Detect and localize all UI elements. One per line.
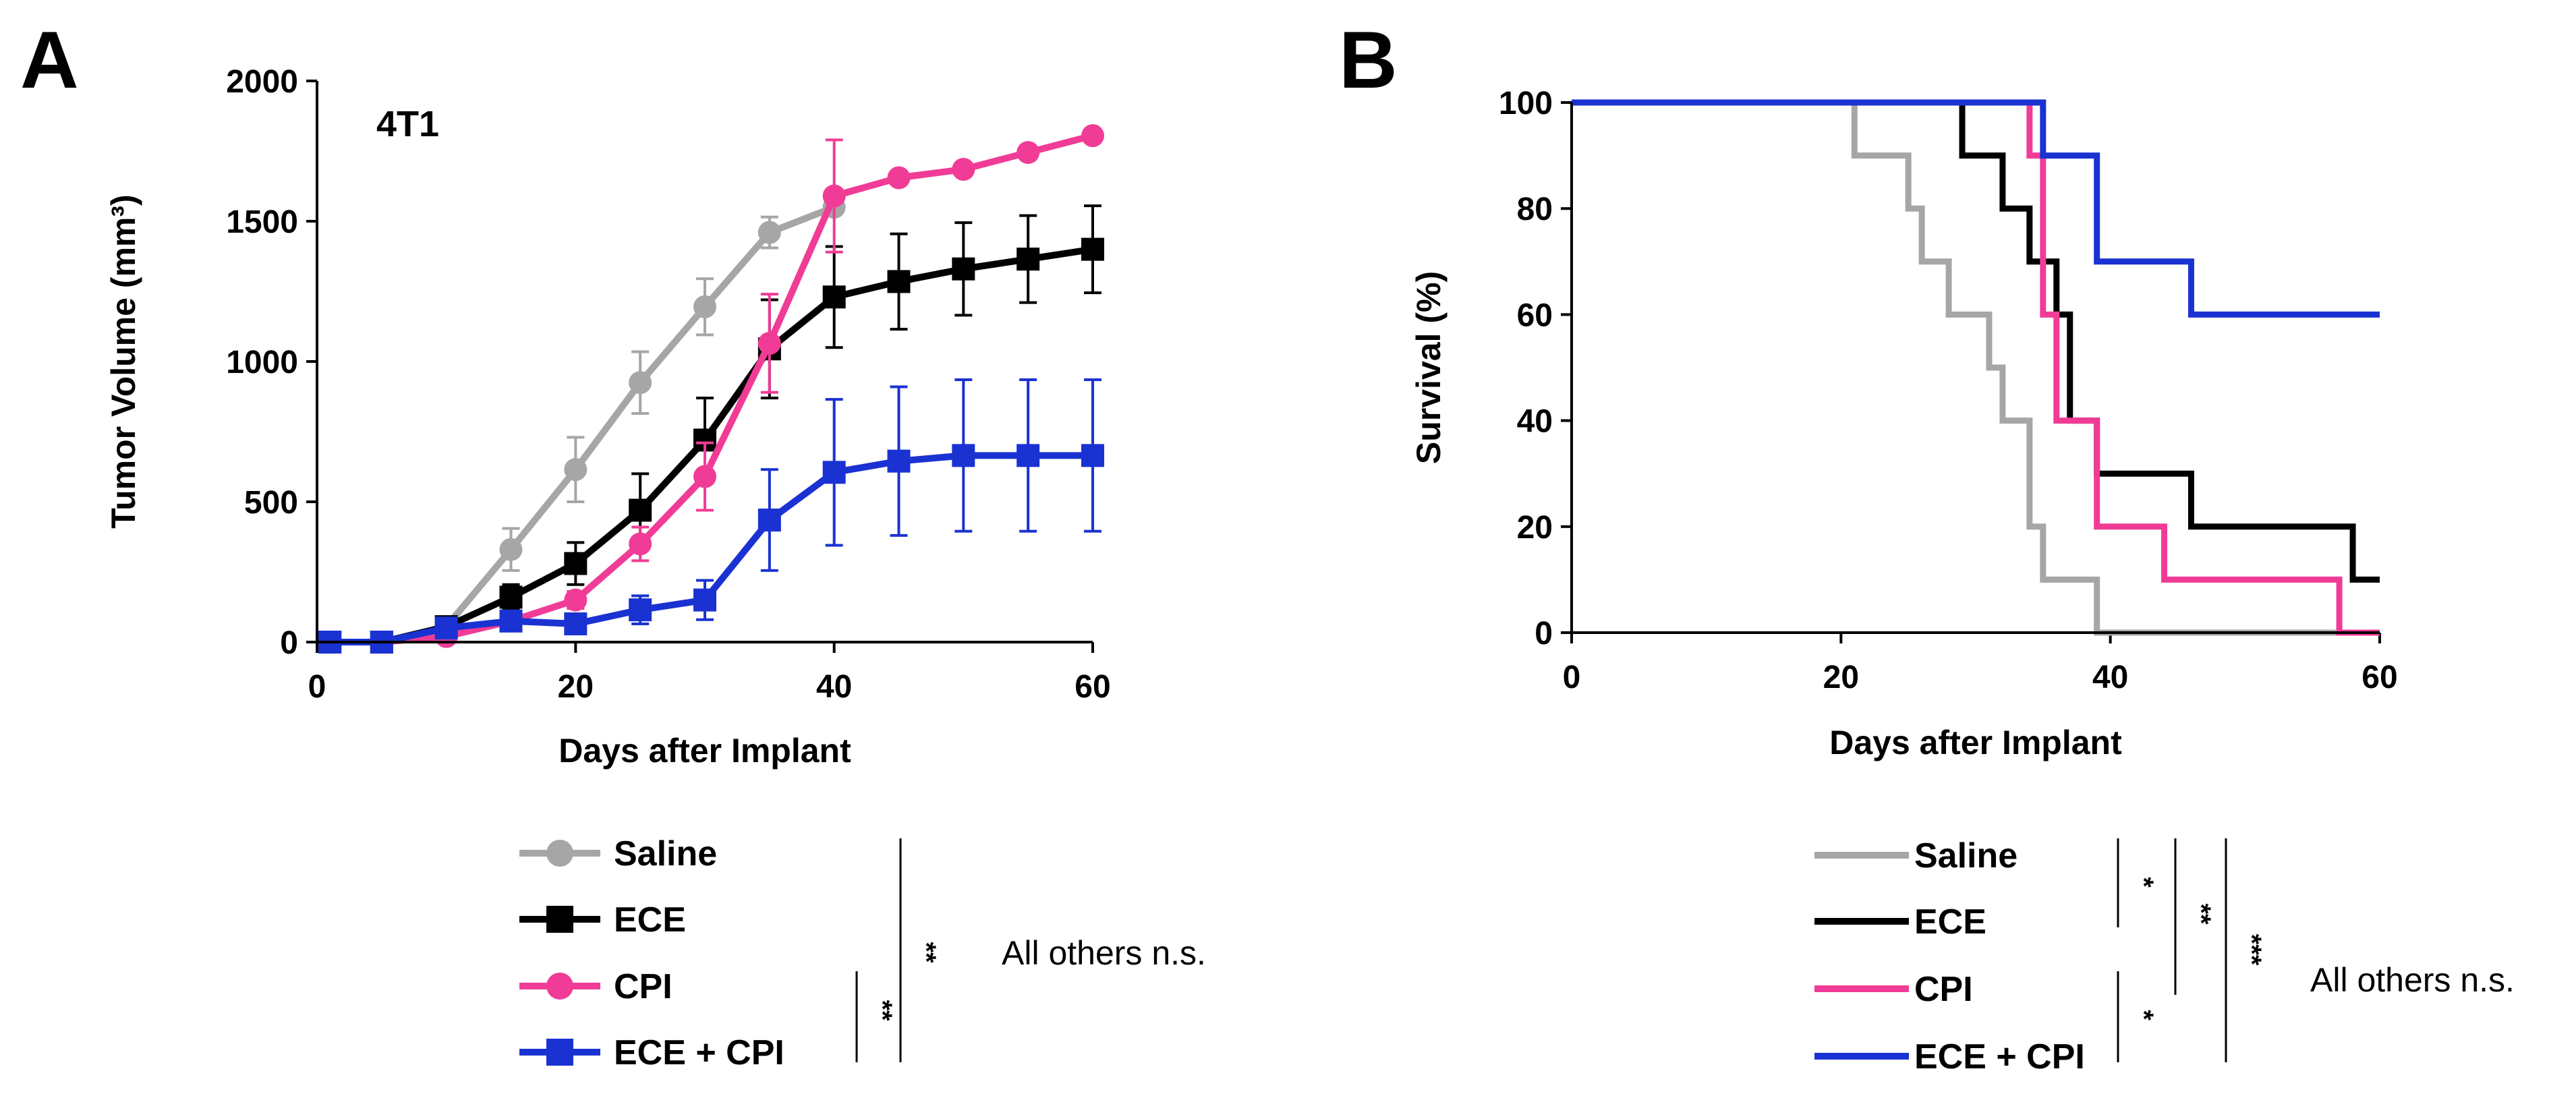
- panel-b-legend: Saline ECE CPI ECE + CPI: [1814, 836, 2085, 1076]
- legend-b-combo-label: ECE + CPI: [1914, 1037, 2085, 1076]
- data-point: [822, 184, 846, 208]
- legend-b-saline: Saline: [1814, 836, 2017, 875]
- data-point: [564, 552, 588, 575]
- panel-b-ytick-label: 80: [1517, 192, 1553, 227]
- panel-a-series-ece-cpi: [318, 378, 1104, 654]
- data-point: [499, 538, 523, 561]
- data-point: [1017, 141, 1040, 165]
- data-point: [499, 585, 523, 609]
- panel-a-xtick-label: 60: [1075, 669, 1110, 705]
- panel-b-ytick-label: 100: [1499, 86, 1553, 121]
- data-point: [434, 616, 458, 640]
- panel-b-series-ece-cpi: [1572, 99, 2380, 318]
- data-point: [822, 461, 846, 484]
- data-point: [564, 588, 588, 612]
- data-point: [757, 331, 781, 355]
- panel-b-series-cpi: [1572, 99, 2380, 636]
- data-point: [952, 257, 975, 281]
- panel-b-series-saline: [1572, 99, 2380, 636]
- panel-b-series-ece: [1572, 99, 2380, 583]
- panel-a-ytick-label: 500: [244, 485, 298, 521]
- panel-a-ytick-label: 1000: [226, 345, 298, 380]
- data-point: [757, 221, 781, 244]
- panel-b-sig-saline-combo: ***: [2237, 934, 2266, 966]
- data-point: [1081, 237, 1104, 261]
- panel-a-xtick-label: 40: [816, 669, 852, 705]
- legend-b-ece-label: ECE: [1914, 902, 1986, 942]
- data-point: [887, 270, 911, 293]
- data-point: [629, 498, 652, 522]
- data-point: [629, 598, 652, 622]
- data-point: [757, 509, 781, 532]
- panel-b-ytick-label: 60: [1517, 297, 1553, 333]
- panel-a-ytick-label: 2000: [226, 64, 298, 100]
- data-point: [822, 285, 846, 309]
- data-point: [693, 588, 716, 612]
- panel-a-ytick-label: 1500: [226, 204, 298, 240]
- panel-b-x-title: Days after Implant: [1829, 724, 2122, 761]
- panel-b-ytick-label: 20: [1517, 510, 1553, 546]
- data-point: [693, 295, 716, 318]
- panel-a-letter: A: [20, 15, 79, 105]
- legend-a-saline: Saline: [519, 834, 717, 873]
- legend-a-cpi: CPI: [519, 967, 672, 1006]
- legend-a-saline-label: Saline: [614, 834, 717, 873]
- legend-a-cpi-label: CPI: [614, 967, 672, 1006]
- panel-b-sig-cpi-combo: *: [2129, 1010, 2158, 1020]
- data-point: [629, 532, 652, 556]
- data-point: [1081, 124, 1104, 148]
- series-line: [330, 132, 1094, 645]
- panel-b-xtick-label: 40: [2092, 660, 2128, 695]
- data-point: [952, 158, 975, 181]
- panel-b-sig-saline-ece: *: [2129, 877, 2158, 888]
- panel-a-x-title: Days after Implant: [559, 732, 851, 770]
- data-point: [564, 612, 588, 635]
- panel-a-sig-outer: **: [911, 942, 941, 963]
- panel-b-note: All others n.s.: [2310, 961, 2515, 999]
- legend-b-saline-label: Saline: [1914, 836, 2017, 875]
- legend-b-combo: ECE + CPI: [1814, 1037, 2085, 1076]
- panel-a-inset-label: 4T1: [376, 104, 439, 144]
- data-point: [887, 449, 911, 473]
- data-point: [1017, 444, 1040, 467]
- panel-b-sig-saline-cpi: **: [2186, 903, 2216, 925]
- data-point: [693, 465, 716, 488]
- panel-b-ytick-label: 0: [1535, 616, 1553, 652]
- legend-b-cpi-label: CPI: [1914, 970, 1973, 1009]
- legend-b-cpi: CPI: [1814, 970, 1973, 1009]
- panel-a-sig-inner: **: [867, 1000, 897, 1021]
- panel-a-y-title: Tumor Volume (mm³): [105, 194, 142, 528]
- panel-b-ytick-label: 40: [1517, 404, 1553, 440]
- data-point: [1017, 248, 1040, 271]
- legend-a-ece-label: ECE: [614, 900, 686, 940]
- data-point: [629, 371, 652, 395]
- panel-b-xtick-label: 0: [1563, 660, 1581, 695]
- panel-a-xtick-label: 0: [308, 669, 326, 705]
- panel-a-series-ece: [318, 204, 1104, 654]
- data-point: [887, 166, 911, 190]
- legend-b-ece: ECE: [1814, 902, 1986, 942]
- data-point: [564, 458, 588, 482]
- legend-a-ece: ECE: [519, 900, 686, 940]
- panel-a-ytick-label: 0: [280, 625, 298, 661]
- legend-a-combo: ECE + CPI: [519, 1033, 784, 1072]
- panel-a-legend: Saline ECE CPI ECE + CPI: [519, 834, 784, 1072]
- panel-b-xtick-label: 60: [2362, 660, 2397, 695]
- panel-a-xtick-label: 20: [558, 669, 594, 705]
- panel-b-letter: B: [1339, 15, 1398, 105]
- data-point: [952, 444, 975, 467]
- data-point: [1081, 444, 1104, 467]
- panel-b-y-title: Survival (%): [1410, 271, 1448, 464]
- series-line: [330, 204, 836, 645]
- panel-b-chart: 0 20 40 60 80 100 0 20 40 60: [1499, 86, 2398, 695]
- legend-a-combo-label: ECE + CPI: [614, 1033, 784, 1072]
- panel-b-xtick-label: 20: [1823, 660, 1859, 695]
- panel-a-series-cpi: [318, 124, 1104, 654]
- data-point: [499, 609, 523, 633]
- panel-a-note: All others n.s.: [1002, 934, 1206, 972]
- panel-a-chart: 0 500 1000 1500 2000 0 20 40 60: [226, 64, 1110, 705]
